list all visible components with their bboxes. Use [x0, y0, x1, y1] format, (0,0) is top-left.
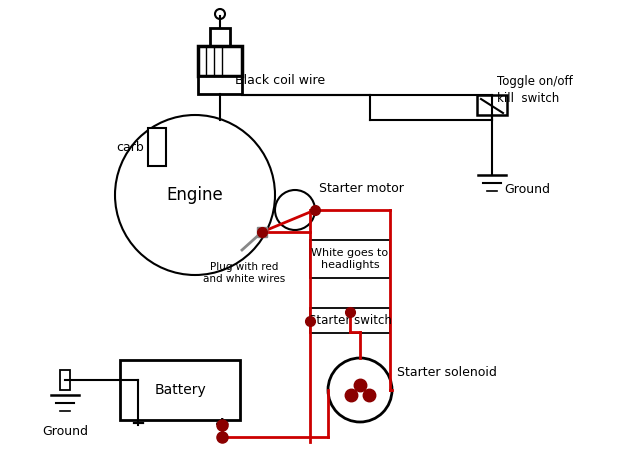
Text: Starter motor: Starter motor	[319, 182, 404, 195]
Text: carb: carb	[116, 141, 144, 153]
Bar	[310, 240, 390, 278]
Circle shape	[215, 9, 225, 19]
Text: Plug with red
and white wires: Plug with red and white wires	[203, 262, 285, 284]
Text: Ground: Ground	[504, 182, 550, 196]
Text: White goes to
headlights: White goes to headlights	[311, 248, 389, 270]
Bar	[210, 28, 230, 46]
Text: Toggle on/off
kill  switch: Toggle on/off kill switch	[497, 75, 573, 105]
Bar	[198, 46, 242, 76]
Text: Starter switch: Starter switch	[309, 314, 392, 327]
Text: Battery: Battery	[154, 383, 206, 397]
Bar	[477, 95, 507, 115]
Text: Starter solenoid: Starter solenoid	[397, 365, 497, 378]
Bar	[148, 128, 166, 166]
Text: Engine: Engine	[167, 186, 224, 204]
Text: +: +	[214, 415, 230, 434]
Bar	[60, 370, 70, 390]
Text: Black coil wire: Black coil wire	[235, 74, 325, 87]
Text: −: −	[130, 415, 146, 433]
Bar	[120, 360, 240, 420]
Bar	[198, 76, 242, 94]
Bar	[310, 308, 390, 333]
Text: Ground: Ground	[42, 425, 88, 438]
